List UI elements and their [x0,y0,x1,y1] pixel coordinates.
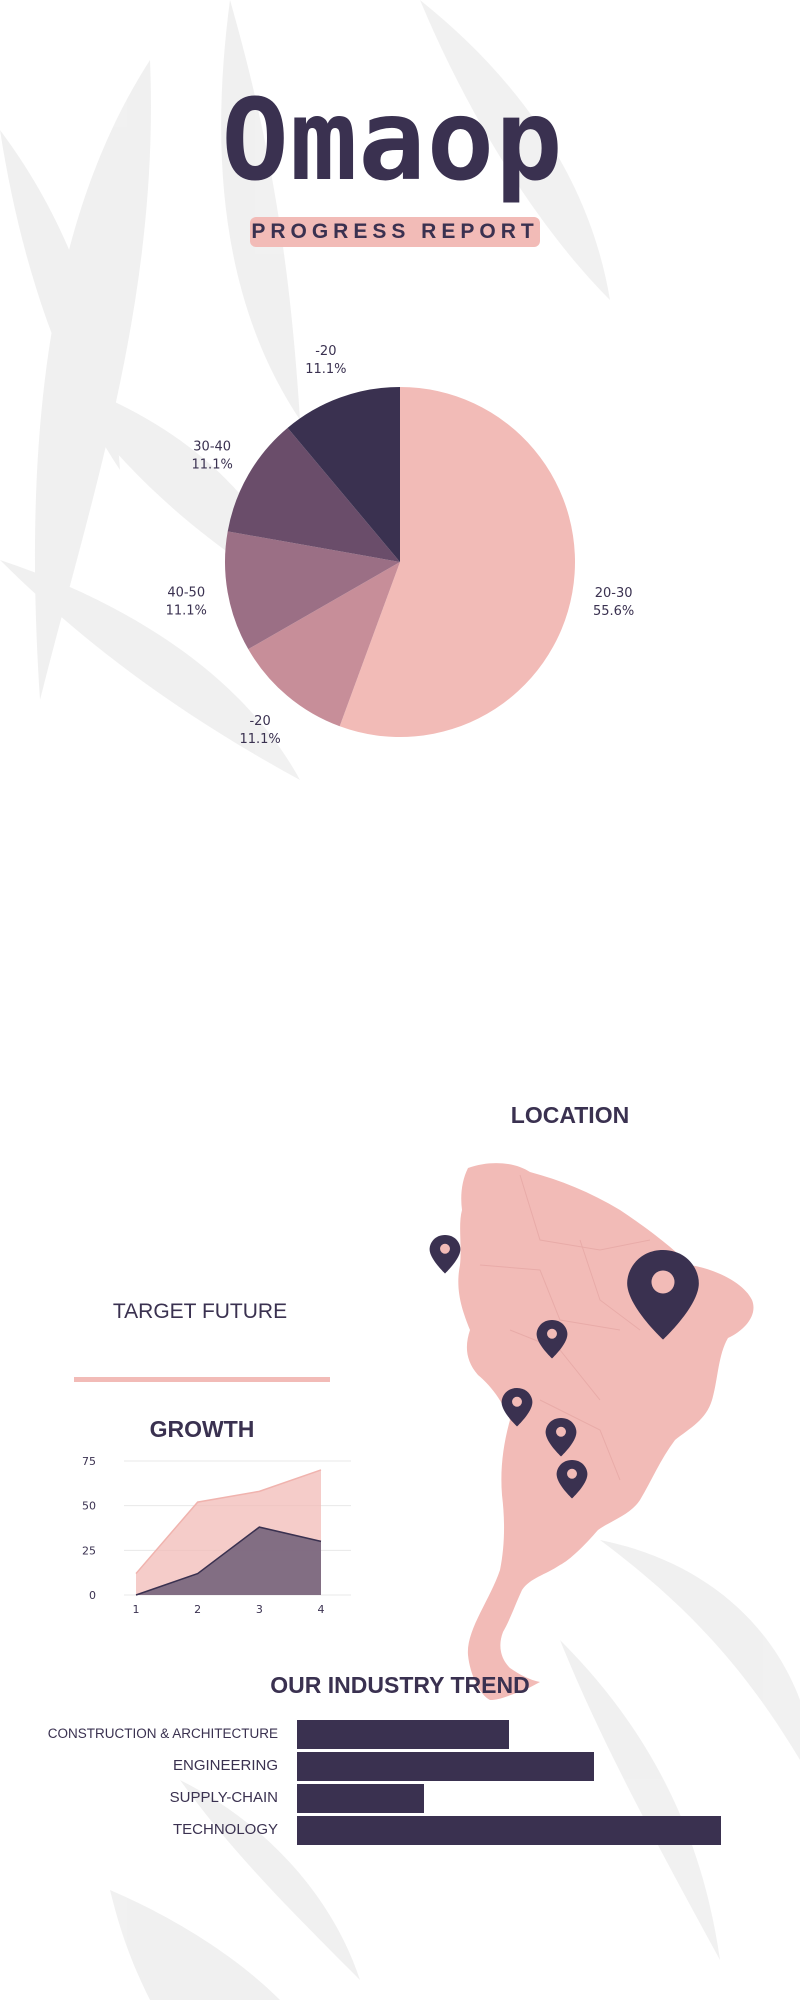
bar-label: SUPPLY-CHAIN [169,1789,278,1806]
x-tick-label: 1 [133,1603,140,1616]
map-pin-icon[interactable] [556,1460,588,1499]
pie-slice-3 [227,427,400,562]
growth-heading: GROWTH [149,1416,255,1442]
y-tick-label: 25 [82,1544,96,1557]
map-pin-icon[interactable] [501,1388,533,1427]
pie-label-1: -20 [249,714,270,729]
map-pin-icon[interactable] [429,1235,461,1274]
age-pie-chart: 20-30 55.6% -20 11.1% 40-50 11.1% 30-40 11.1% -2… [166,344,635,747]
bar [297,1816,721,1845]
report-subtitle: PROGRESS REPORT [250,217,540,247]
y-tick-label: 0 [89,1589,96,1602]
bar-label: ENGINEERING [172,1757,278,1774]
x-tick-label: 3 [256,1603,263,1616]
location-heading: LOCATION [510,1102,630,1128]
map-pin-icon[interactable] [545,1418,577,1457]
pie-slice-4 [287,387,400,562]
map-pin-icon[interactable] [536,1320,568,1359]
pie-slice-0 [339,387,576,737]
divider [74,1377,330,1382]
target-future-heading: TARGET FUTURE [112,1300,288,1323]
report-title: Omaop [221,76,564,206]
pie-percent-3: 11.1% [192,457,233,472]
bar [297,1784,425,1813]
area-series-line-0 [135,1469,322,1575]
y-tick-label: 50 [82,1500,96,1513]
pie-percent-1: 11.1% [239,732,280,747]
area-series-line-1 [135,1526,322,1596]
area-series-1 [136,1527,321,1595]
bar [297,1720,509,1749]
industry-trend-heading: OUR INDUSTRY TREND [270,1672,530,1698]
bar-label: CONSTRUCTION & ARCHITECTURE [47,1726,278,1741]
map-pin-icon[interactable] [627,1250,699,1340]
pie-percent-0: 55.6% [593,604,634,619]
x-tick-label: 4 [318,1603,325,1616]
y-tick-label: 75 [82,1455,96,1468]
pie-label-2: 40-50 [167,585,205,600]
pie-percent-4: 11.1% [305,362,346,377]
bar-label: TECHNOLOGY [172,1821,278,1838]
pie-percent-2: 11.1% [166,603,207,618]
pie-label-0: 20-30 [595,586,633,601]
x-tick-label: 2 [194,1603,201,1616]
pie-label-4: -20 [315,344,336,359]
pie-label-3: 30-40 [193,439,231,454]
bar [297,1752,594,1781]
pie-slice-2 [224,531,400,650]
pie-slice-1 [248,562,400,727]
